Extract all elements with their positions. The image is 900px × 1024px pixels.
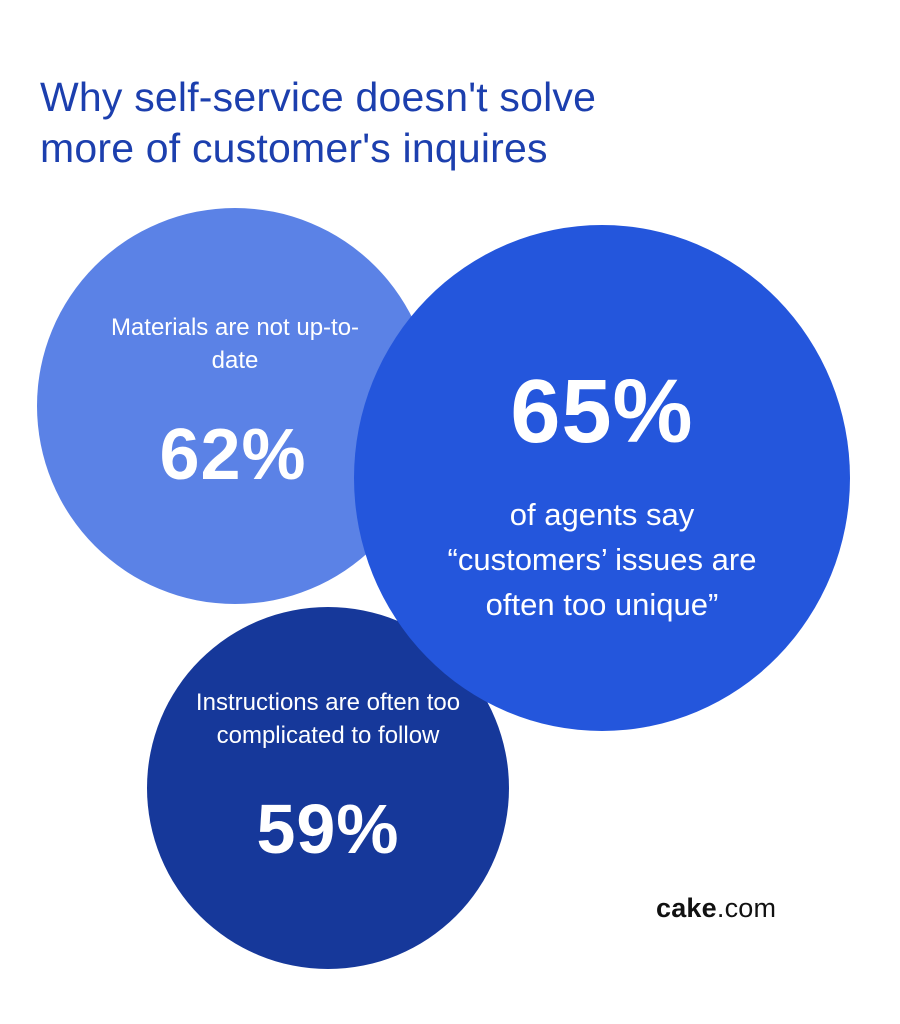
bubble-value: 65% — [510, 362, 694, 462]
title-line-1: Why self-service doesn't solve — [40, 74, 597, 120]
bubble-label: Materials are not up-to-date — [110, 314, 360, 374]
brand-logo-bold: cake — [656, 893, 717, 923]
bubble-label-line-2: “customers’ issues are — [447, 542, 757, 577]
bubble-label-line-1: of agents say — [509, 497, 695, 532]
bubble-instructions: Instructions are often too complicated t… — [147, 607, 509, 969]
bubble-value: 62% — [159, 415, 307, 495]
title-line-2: more of customer's inquires — [40, 125, 548, 171]
bubble-value: 59% — [256, 790, 400, 868]
bubble-label: Instructions are often too complicated t… — [195, 689, 461, 749]
bubble-unique-issues: 65% of agents say “customers’ issues are… — [354, 225, 850, 731]
bubble-label: of agents say “customers’ issues are oft… — [392, 492, 812, 627]
bubble-label-line-3: often too unique” — [485, 587, 719, 622]
chart-title: Why self-service doesn't solve more of c… — [40, 72, 800, 174]
brand-logo-rest: .com — [716, 893, 777, 923]
brand-logo: cake.com — [656, 893, 776, 924]
